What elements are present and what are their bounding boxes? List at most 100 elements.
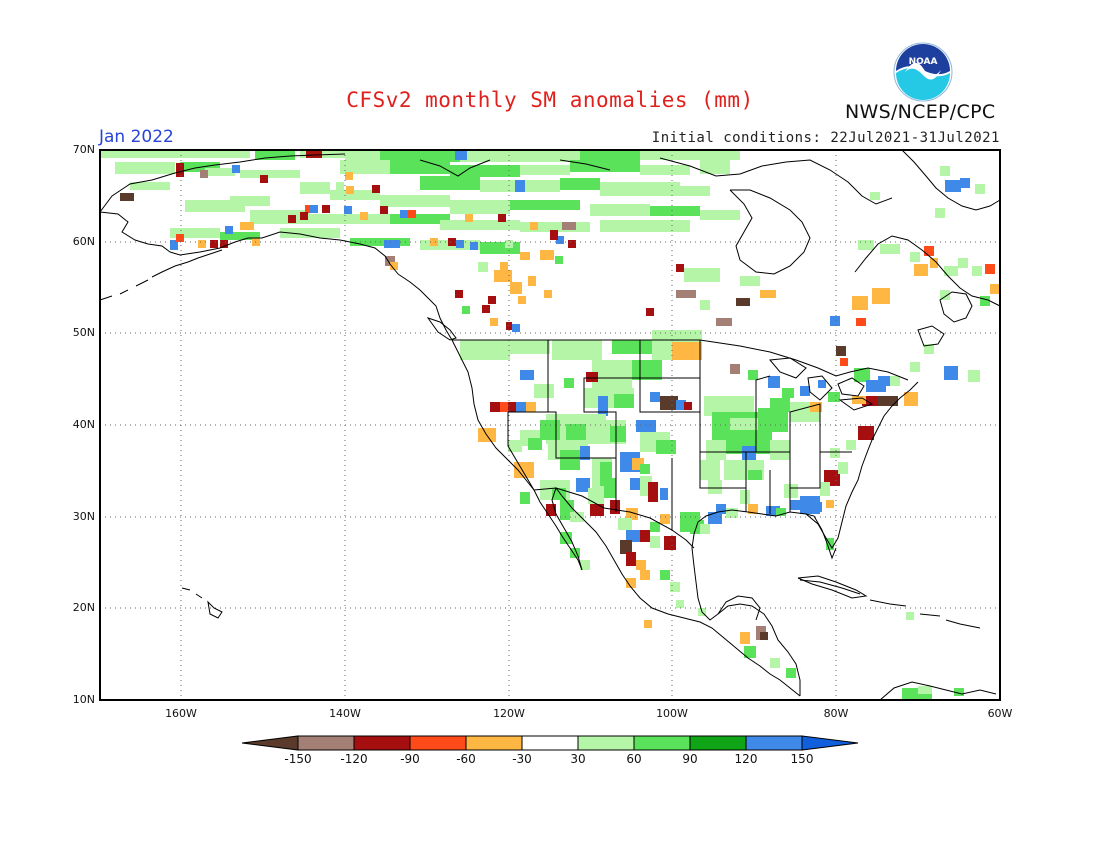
labrador-coast <box>854 235 1001 307</box>
alaska-north-coast <box>99 153 346 213</box>
anomaly-cell <box>812 502 822 512</box>
anomaly-cell <box>470 242 478 250</box>
anomaly-cell <box>650 522 660 532</box>
anomaly-cell <box>448 238 456 246</box>
anomaly-cell <box>306 150 322 158</box>
anomaly-cell <box>300 212 308 220</box>
anomaly-cell <box>546 504 556 516</box>
anomaly-cell <box>700 210 740 220</box>
anomaly-cell <box>520 370 534 380</box>
anomaly-cell <box>944 266 958 276</box>
anomaly-cell <box>580 150 640 160</box>
anomaly-cell <box>255 150 295 160</box>
us-states-4 <box>507 411 791 530</box>
anomaly-cell <box>944 366 958 380</box>
anomaly-cell <box>176 163 184 177</box>
anomaly-cell <box>115 162 175 174</box>
anomaly-cell <box>945 180 961 192</box>
anomaly-cell <box>626 552 636 566</box>
anomaly-cell <box>300 150 350 158</box>
anomaly-cell <box>462 306 470 314</box>
anomaly-cell <box>704 396 754 416</box>
anomaly-cell <box>914 264 928 276</box>
valid-month-label: Jan 2022 <box>99 127 174 147</box>
anomaly-cell <box>980 296 990 306</box>
anomaly-cell <box>450 200 510 214</box>
anomaly-cell <box>330 190 380 200</box>
anomaly-cell <box>385 256 395 266</box>
anomaly-cell <box>748 370 758 380</box>
anomaly-cell <box>305 205 313 213</box>
anomaly-cell <box>858 240 874 250</box>
newfoundland <box>939 291 973 323</box>
anomaly-cell <box>640 570 650 580</box>
aleutians <box>99 249 223 301</box>
anomaly-cell <box>566 424 586 444</box>
anomaly-cell <box>240 222 254 230</box>
anomaly-cell <box>400 210 408 218</box>
anomaly-cell <box>310 214 390 224</box>
colorbar-swatch <box>409 735 467 751</box>
lat-lon-gridlines <box>100 150 1000 700</box>
anomaly-cell <box>230 196 270 206</box>
us-west-coast <box>451 339 535 491</box>
anomaly-cell <box>604 478 616 498</box>
anomaly-cell <box>940 290 950 300</box>
colorbar-tick-label: -30 <box>512 752 532 766</box>
lat-label-60n: 60N <box>72 235 95 248</box>
anomaly-cell <box>640 464 650 474</box>
anomaly-cell <box>614 394 634 408</box>
anomaly-cell <box>676 290 696 298</box>
anomaly-cell <box>830 448 840 458</box>
anomaly-cell <box>200 170 208 178</box>
colorbar-tick-label: 60 <box>626 752 642 766</box>
anomaly-cell <box>826 500 834 508</box>
anomaly-cell <box>985 264 995 274</box>
bc-coast <box>397 273 453 341</box>
anomaly-cell <box>390 262 398 270</box>
anomaly-cell <box>650 392 660 402</box>
anomaly-cell <box>618 518 632 530</box>
anomaly-cell <box>560 450 580 470</box>
anomaly-cell <box>910 252 920 262</box>
anomaly-cell <box>520 222 590 232</box>
anomaly-cell <box>344 206 352 214</box>
anomaly-cell <box>560 532 572 544</box>
anomaly-cell <box>372 185 380 193</box>
anomaly-cell <box>300 182 330 194</box>
anomaly-cell <box>784 484 798 498</box>
great-lakes <box>769 357 874 411</box>
anomaly-cell <box>930 258 938 268</box>
anomaly-cell <box>924 246 934 256</box>
lon-label-140w: 140W <box>329 707 361 720</box>
anomaly-cell <box>664 536 676 550</box>
anomaly-cell <box>540 420 560 440</box>
anomaly-cell <box>676 600 684 608</box>
vancouver-island <box>426 317 457 341</box>
anomaly-cell <box>510 340 550 354</box>
anomaly-cell <box>626 530 640 542</box>
anomaly-cell <box>972 266 982 276</box>
colorbar-tick-label: 90 <box>682 752 698 766</box>
lat-label-10n: 10N <box>72 693 95 706</box>
anomaly-cell <box>878 376 892 386</box>
anomaly-cell <box>120 193 134 201</box>
anomaly-cell <box>840 358 848 366</box>
anomaly-cell <box>880 244 900 254</box>
anomaly-cell <box>768 376 780 388</box>
anomaly-cell <box>700 300 710 310</box>
anomaly-cell <box>478 262 488 272</box>
anomaly-cell <box>198 240 206 248</box>
anomaly-cell <box>482 305 490 313</box>
anomaly-cell <box>700 524 710 534</box>
anomaly-cell <box>636 560 646 570</box>
anomaly-cell <box>210 240 218 248</box>
anomaly-cell <box>450 165 520 177</box>
anomaly-cell <box>648 482 658 502</box>
anomaly-cell <box>512 324 520 332</box>
anomaly-cell <box>598 396 608 416</box>
anomaly-cell <box>782 388 794 398</box>
anomaly-cell <box>280 228 340 238</box>
anomaly-cell <box>552 340 602 360</box>
anomaly-cell <box>872 288 890 304</box>
